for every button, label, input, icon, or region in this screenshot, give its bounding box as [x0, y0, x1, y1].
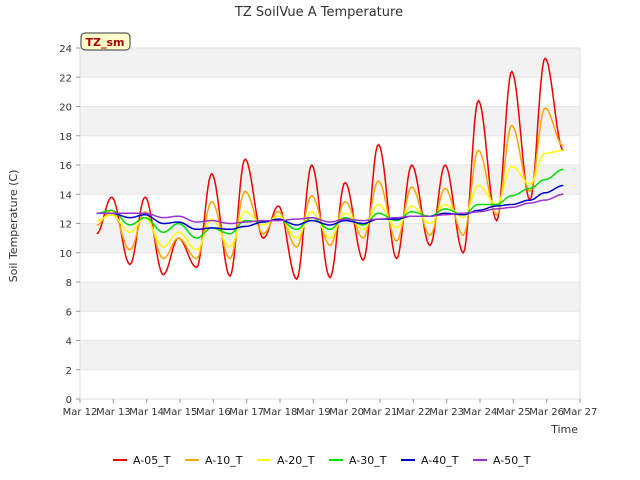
- legend-label: A-05_T: [133, 454, 171, 467]
- y-tick-label: 16: [59, 161, 72, 172]
- grid-band: [80, 165, 580, 195]
- legend: A-05_T A-10_T A-20_T A-30_T A-40_T A-50_T: [113, 454, 531, 467]
- legend-label: A-30_T: [349, 454, 387, 467]
- x-axis-label: Time: [550, 423, 578, 436]
- y-tick-label: 14: [59, 190, 72, 201]
- x-tick-label: Mar 21: [363, 407, 398, 418]
- legend-label: A-50_T: [493, 454, 531, 467]
- y-tick-label: 24: [59, 44, 72, 55]
- y-axis-label: Soil Temperature (C): [7, 170, 20, 283]
- y-tick-label: 8: [66, 278, 72, 289]
- grid-band: [80, 340, 580, 370]
- y-tick-label: 20: [59, 103, 72, 114]
- x-tick-label: Mar 13: [96, 407, 131, 418]
- legend-label: A-40_T: [421, 454, 459, 467]
- grid-band: [80, 48, 580, 78]
- x-tick-label: Mar 16: [196, 407, 231, 418]
- x-tick-label: Mar 27: [563, 407, 598, 418]
- x-tick-label: Mar 19: [296, 407, 331, 418]
- legend-item: A-30_T: [329, 454, 387, 467]
- x-tick-label: Mar 15: [163, 407, 198, 418]
- x-tick-label: Mar 25: [496, 407, 531, 418]
- series-lines: [96, 57, 564, 281]
- series-line-a-20-t: [96, 149, 564, 251]
- y-tick-label: 18: [59, 132, 72, 143]
- y-tick-label: 6: [66, 307, 72, 318]
- y-tick-label: 22: [59, 73, 72, 84]
- legend-item: A-40_T: [401, 454, 459, 467]
- legend-item: A-10_T: [185, 454, 243, 467]
- x-tick-label: Mar 14: [129, 407, 164, 418]
- x-tick-label: Mar 18: [263, 407, 298, 418]
- x-tick-label: Mar 26: [529, 407, 564, 418]
- y-tick-label: 0: [66, 395, 72, 406]
- legend-item: A-05_T: [113, 454, 171, 467]
- chart-title: TZ SoilVue A Temperature: [234, 5, 403, 20]
- x-tick-label: Mar 24: [463, 407, 498, 418]
- y-tick-label: 4: [66, 337, 72, 348]
- legend-label: A-10_T: [205, 454, 243, 467]
- y-tick-label: 12: [59, 220, 72, 231]
- series-line-a-10-t: [96, 107, 564, 260]
- series-line-a-05-t: [96, 57, 564, 281]
- x-tick-label: Mar 17: [229, 407, 264, 418]
- x-tick-label: Mar 22: [396, 407, 431, 418]
- grid-bands: [80, 47, 580, 400]
- x-tick-label: Mar 12: [63, 407, 98, 418]
- x-tick-label: Mar 23: [429, 407, 464, 418]
- series-line-a-30-t: [96, 168, 564, 239]
- legend-item: A-50_T: [473, 454, 531, 467]
- badge-box: [80, 32, 131, 51]
- x-tick-label: Mar 20: [329, 407, 364, 418]
- grid-band: [80, 106, 580, 136]
- station-badge: TZ_sm: [80, 32, 131, 51]
- series-line-a-50-t: [96, 193, 564, 225]
- y-tick-label: 10: [59, 249, 72, 260]
- grid-band: [80, 282, 580, 312]
- legend-label: A-20_T: [277, 454, 315, 467]
- y-tick-label: 2: [66, 366, 72, 377]
- badge-label: TZ_sm: [86, 36, 125, 49]
- series-line-a-40-t: [96, 184, 564, 231]
- legend-item: A-20_T: [257, 454, 315, 467]
